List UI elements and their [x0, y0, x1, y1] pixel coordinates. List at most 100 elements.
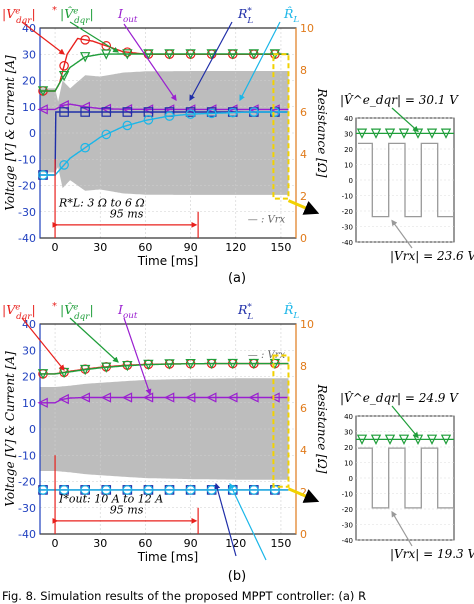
event-label: I*out: 10 A to 12 A [58, 493, 163, 506]
inset-tick-label: -40 [342, 537, 353, 545]
x-tick-label: 60 [138, 241, 152, 254]
series-marker [143, 115, 154, 125]
series-marker [248, 49, 260, 60]
chart-panel: 0 30 60 90 120 150 -40 -30 -20 -10 0 10 20 30 40 0 2 4 6 8 1… [2, 5, 474, 286]
inset-amplitude-label: |Vrx| = 23.6 V [390, 249, 474, 263]
series-1 [37, 392, 289, 408]
series-line [40, 53, 289, 92]
arrow-current [123, 23, 177, 101]
series-marker [370, 128, 382, 139]
x-tick-label: 90 [184, 241, 198, 254]
y2-tick-label: 4 [300, 444, 307, 457]
inset: 40 30 20 10 0 -10 -20 -30 -40 |V̂^e_dqr| = 30.1 V… [340, 92, 474, 263]
legend-est-resistance: R̂L [283, 302, 299, 321]
series-marker [122, 360, 133, 372]
inset-tick-label: -20 [342, 208, 353, 216]
series-marker [356, 128, 368, 139]
series-marker [269, 392, 280, 403]
series-marker [121, 392, 133, 403]
inset-tick-label: -30 [342, 224, 353, 232]
y-tick-label: 30 [22, 48, 36, 61]
y-axis-label: Voltage [V] & Current [A] [3, 55, 17, 211]
legend-est-voltage: |V̂e dqr| [60, 6, 94, 26]
series-marker [185, 358, 196, 370]
y-tick-label: 20 [22, 75, 36, 88]
series-marker [37, 86, 49, 97]
y2-tick-label: 4 [300, 148, 307, 161]
legend-ref-voltage: |Ve dqr| [2, 302, 36, 322]
x-tick-label: 0 [52, 537, 59, 550]
series-marker [122, 120, 133, 131]
y2-axis-label: Resistance [Ω] [315, 384, 329, 474]
series-0 [37, 49, 289, 97]
series-marker [101, 107, 112, 117]
x-tick-label: 150 [270, 537, 291, 550]
y-tick-label: -20 [18, 476, 36, 489]
y2-tick-label: 0 [300, 232, 307, 245]
inset-tick-label: 0 [349, 475, 353, 483]
inset-tick-label: 40 [344, 115, 353, 123]
series-marker [80, 107, 90, 117]
zoom-box [272, 354, 290, 488]
series-marker [248, 358, 260, 370]
inset-estimate-label: |V̂^e_dqr| = 24.9 V [340, 390, 459, 405]
series-marker [80, 364, 91, 376]
series-marker [58, 393, 69, 405]
series-marker [164, 49, 175, 60]
series-marker [143, 49, 154, 60]
series-marker [37, 397, 48, 408]
event-label: R*L: 3 Ω to 6 Ω [58, 197, 145, 210]
arrow-ref-voltage [21, 317, 65, 371]
series-marker [426, 128, 438, 139]
series-marker [249, 485, 259, 495]
x-axis-label: Time [ms] [137, 254, 199, 268]
series-marker [185, 109, 196, 119]
series-marker [227, 358, 238, 370]
y2-tick-label: 2 [300, 190, 307, 203]
series-marker [227, 49, 238, 60]
inset-tick-label: 40 [344, 413, 353, 421]
series-marker [356, 434, 368, 445]
series-marker [122, 107, 133, 117]
series-marker [185, 485, 196, 495]
duration-label: 95 ms [110, 208, 144, 221]
inset-estimate-label: |V̂^e_dqr| = 30.1 V [340, 92, 459, 107]
y-tick-label: -30 [18, 502, 36, 515]
panel-label: (b) [228, 569, 246, 584]
series-0 [38, 107, 289, 180]
y-tick-label: 10 [22, 101, 36, 114]
x-tick-label: 90 [184, 537, 198, 550]
series-marker [80, 485, 90, 495]
series-marker [163, 392, 175, 403]
series-marker [122, 485, 133, 495]
y2-axis-label: Resistance [Ω] [315, 88, 329, 178]
inset-tick-label: 30 [344, 131, 353, 139]
arrow-est-voltage [69, 21, 120, 53]
inset-square-wave [358, 447, 454, 509]
series-marker [440, 434, 452, 445]
duration-label: 95 ms [110, 504, 144, 517]
y-tick-label: -30 [18, 206, 36, 219]
arrow-ref-voltage [21, 21, 65, 55]
series-marker [58, 70, 70, 82]
series-marker [80, 52, 91, 63]
series-marker [164, 485, 175, 495]
x-tick-label: 120 [225, 537, 246, 550]
x-tick-label: 150 [270, 241, 291, 254]
series-marker [227, 392, 238, 403]
x-tick-label: 30 [93, 241, 107, 254]
series-marker [248, 392, 259, 403]
y-tick-label: 10 [22, 397, 36, 410]
arrow-ref-resistance [189, 21, 233, 102]
x-axis-label: Time [ms] [137, 550, 199, 564]
inset-amplitude-arrow [391, 510, 413, 547]
series-marker [143, 485, 154, 495]
series-marker [206, 485, 217, 495]
arrow-est-voltage [69, 317, 119, 363]
legend-ref-voltage: |Ve dqr| [2, 6, 36, 26]
series-marker [227, 107, 238, 118]
series-marker [185, 49, 196, 60]
x-tick-label: 0 [52, 241, 59, 254]
zoom-arrow [287, 199, 320, 215]
series-marker [206, 49, 217, 60]
